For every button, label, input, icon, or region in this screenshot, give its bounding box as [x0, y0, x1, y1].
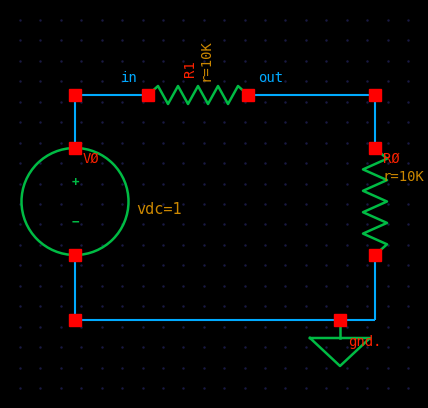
Text: vdc=1: vdc=1	[137, 202, 182, 217]
Text: R1: R1	[183, 60, 197, 77]
Text: out: out	[258, 71, 283, 85]
Text: gnd.: gnd.	[348, 335, 381, 349]
Text: −: −	[71, 215, 79, 228]
Text: r=10K: r=10K	[383, 170, 425, 184]
Text: r=10K: r=10K	[199, 39, 213, 81]
Text: VØ: VØ	[83, 152, 100, 166]
Text: RØ: RØ	[383, 152, 400, 166]
Text: in: in	[121, 71, 138, 85]
Text: +: +	[71, 176, 79, 189]
